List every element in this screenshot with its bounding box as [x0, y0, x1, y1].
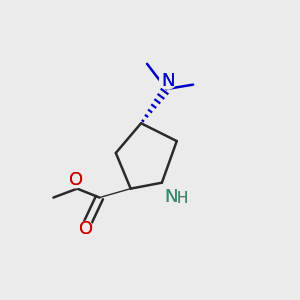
Circle shape — [68, 173, 83, 188]
Text: O: O — [69, 171, 83, 189]
Text: O: O — [79, 220, 93, 238]
Text: N: N — [161, 72, 175, 90]
Circle shape — [162, 188, 180, 206]
Text: N: N — [164, 188, 178, 206]
Polygon shape — [100, 189, 131, 198]
Text: N: N — [161, 72, 175, 90]
Circle shape — [79, 221, 94, 236]
Text: H: H — [176, 191, 188, 206]
Text: N: N — [164, 188, 178, 206]
Text: H: H — [176, 191, 188, 206]
Text: O: O — [79, 220, 93, 238]
Circle shape — [160, 72, 176, 89]
Text: O: O — [69, 171, 83, 189]
